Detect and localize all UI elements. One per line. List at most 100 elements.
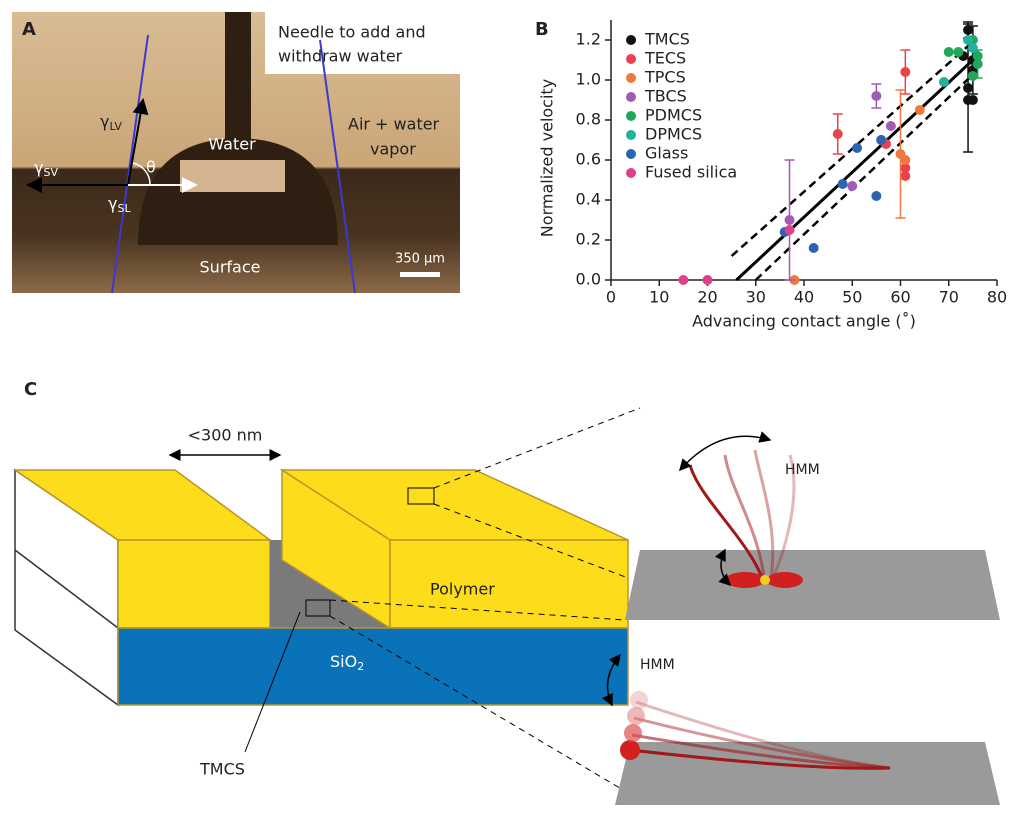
point	[847, 181, 857, 191]
legend-marker	[626, 92, 636, 102]
panel-label: C	[24, 379, 37, 400]
point	[852, 143, 862, 153]
x-tick-label: 50	[842, 288, 862, 307]
scale-bar	[400, 272, 440, 277]
x-tick-label: 20	[697, 288, 717, 307]
sio2-layer	[118, 628, 628, 705]
panel-label: B	[535, 19, 549, 40]
point	[809, 243, 819, 253]
subscript: SL	[117, 202, 131, 215]
legend-label: Glass	[645, 144, 688, 163]
legend-label: TPCS	[644, 68, 686, 87]
symbol: γ	[108, 194, 117, 213]
front-face	[390, 540, 628, 628]
subscript: 2	[357, 660, 364, 673]
theta-label: θ	[146, 158, 156, 177]
point	[871, 191, 881, 201]
head	[630, 691, 648, 709]
subscript: LV	[109, 120, 122, 133]
point	[939, 77, 949, 87]
point	[833, 129, 843, 139]
panel-b: B Advancing contact angle (˚) Normalized…	[535, 19, 1007, 331]
legend-marker	[626, 168, 636, 178]
legend-label: PDMCS	[645, 106, 702, 125]
y-tick-label: 0.4	[576, 190, 601, 209]
needle	[225, 12, 251, 142]
panel-a: A Needle to add and withdraw water Air +…	[12, 12, 460, 293]
symbol: γ	[34, 158, 43, 177]
y-tick-label: 0.6	[576, 150, 601, 169]
point	[871, 91, 881, 101]
point	[785, 215, 795, 225]
water-label: Water	[208, 135, 256, 154]
point	[968, 95, 978, 105]
panel-label: A	[22, 19, 36, 40]
surface-plane	[625, 550, 1000, 620]
x-tick-label: 80	[987, 288, 1007, 307]
legend-label: DPMCS	[645, 125, 702, 144]
legend-marker	[626, 35, 636, 45]
point	[785, 225, 795, 235]
legend-marker	[626, 73, 636, 83]
point	[703, 275, 713, 285]
gap-label: <300 nm	[188, 426, 263, 445]
symbol: γ	[100, 112, 109, 131]
point	[968, 71, 978, 81]
head	[725, 572, 765, 588]
subscript: SV	[43, 166, 58, 179]
y-tick-label: 0.2	[576, 230, 601, 249]
legend-label: TECS	[644, 49, 686, 68]
x-tick-label: 40	[794, 288, 814, 307]
device	[15, 470, 628, 705]
figure: A Needle to add and withdraw water Air +…	[0, 0, 1014, 814]
x-tick-label: 0	[606, 288, 616, 307]
needle-label: withdraw water	[278, 47, 403, 66]
head	[767, 572, 803, 588]
water-highlight	[180, 160, 285, 192]
head	[627, 707, 645, 725]
legend-marker	[626, 111, 636, 121]
scale-label: 350 μm	[395, 252, 445, 267]
y-tick-label: 0.8	[576, 110, 601, 129]
point	[678, 275, 688, 285]
point	[963, 83, 973, 93]
x-tick-label: 30	[746, 288, 766, 307]
hmm-label: HMM	[785, 462, 820, 478]
fit-line	[732, 46, 968, 256]
point	[944, 47, 954, 57]
head	[624, 724, 642, 742]
x-tick-label: 60	[890, 288, 910, 307]
point	[876, 135, 886, 145]
tmcs-label: TMCS	[199, 760, 245, 779]
y-tick-label: 1.2	[576, 30, 601, 49]
point	[915, 105, 925, 115]
head	[620, 740, 640, 760]
hmm-label: HMM	[640, 657, 675, 673]
legend-marker	[626, 149, 636, 159]
needle-label: Needle to add and	[278, 23, 426, 42]
x-axis-label: Advancing contact angle (˚)	[692, 312, 916, 331]
point	[900, 155, 910, 165]
y-tick-label: 1.0	[576, 70, 601, 89]
panel-c: C <300 nm TMCS Polymer SiO2	[15, 379, 1000, 805]
fit-line	[736, 60, 972, 280]
legend-marker	[626, 130, 636, 140]
air-label: Air + water	[348, 115, 440, 134]
point	[838, 179, 848, 189]
y-axis-label: Normalized velocity	[538, 79, 557, 237]
polymer-label: Polymer	[430, 580, 495, 599]
x-tick-label: 10	[649, 288, 669, 307]
legend-label: TMCS	[644, 30, 690, 49]
point	[953, 47, 963, 57]
point	[968, 43, 978, 53]
hinge	[760, 575, 770, 585]
legend-label: Fused silica	[645, 163, 737, 182]
point	[900, 67, 910, 77]
legend-label: TBCS	[644, 87, 687, 106]
legend-marker	[626, 54, 636, 64]
x-tick-label: 70	[939, 288, 959, 307]
point	[886, 121, 896, 131]
front-face	[118, 540, 270, 628]
surface-label: Surface	[200, 258, 261, 277]
text: SiO	[330, 652, 357, 671]
